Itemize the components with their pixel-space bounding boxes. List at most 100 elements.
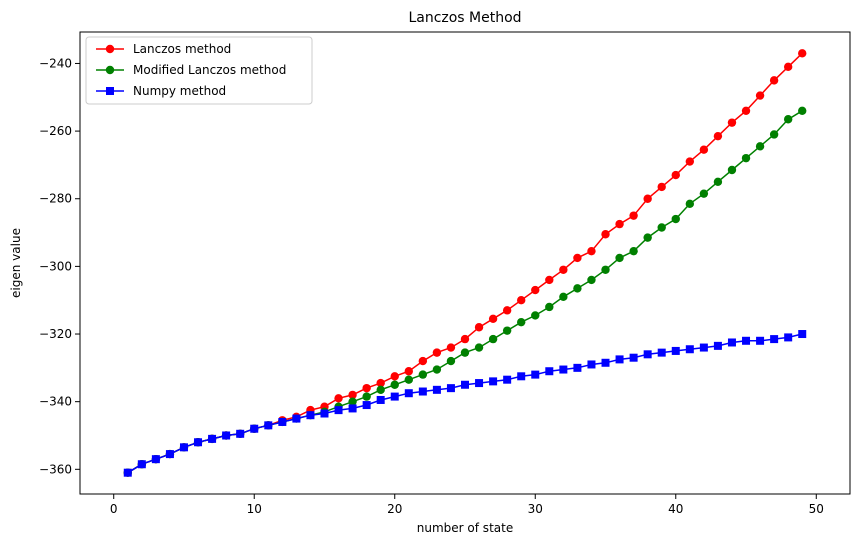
data-point bbox=[756, 336, 765, 345]
data-point bbox=[432, 385, 441, 394]
plot-area bbox=[80, 32, 850, 494]
data-point bbox=[348, 397, 357, 406]
data-point bbox=[404, 375, 413, 384]
data-point bbox=[264, 421, 273, 430]
data-point bbox=[489, 377, 498, 386]
data-point bbox=[446, 343, 456, 352]
data-point bbox=[517, 296, 526, 305]
data-point bbox=[404, 389, 413, 398]
data-point bbox=[306, 411, 315, 420]
data-point bbox=[573, 363, 582, 372]
data-point bbox=[488, 334, 498, 344]
data-point bbox=[699, 145, 709, 154]
data-point bbox=[432, 348, 442, 357]
y-tick-label: −320 bbox=[39, 327, 72, 341]
data-point bbox=[770, 335, 779, 344]
series-3 bbox=[123, 330, 807, 477]
series-layer bbox=[123, 49, 807, 477]
data-point bbox=[404, 367, 413, 376]
data-point bbox=[699, 343, 708, 352]
x-tick-label: 30 bbox=[528, 502, 543, 516]
data-point bbox=[671, 170, 680, 180]
data-point bbox=[685, 157, 695, 166]
data-point bbox=[713, 177, 723, 187]
data-point bbox=[418, 356, 428, 366]
data-point bbox=[798, 330, 807, 339]
data-point bbox=[137, 460, 146, 469]
data-point bbox=[376, 378, 385, 388]
legend-label: Numpy method bbox=[133, 84, 226, 98]
y-axis-label: eigen value bbox=[9, 228, 23, 298]
data-point bbox=[348, 390, 357, 400]
data-point bbox=[573, 284, 582, 293]
data-point bbox=[615, 219, 624, 229]
data-point bbox=[390, 372, 399, 381]
data-point bbox=[278, 417, 287, 426]
data-point bbox=[488, 314, 498, 324]
data-point bbox=[376, 395, 385, 404]
data-point bbox=[559, 292, 568, 302]
legend: Lanczos method Modified Lanczos method Num… bbox=[85, 36, 313, 105]
data-point bbox=[713, 131, 723, 141]
data-point bbox=[362, 401, 371, 410]
legend-marker bbox=[105, 65, 115, 75]
axes-layer: 0 10 20 30 40 50 −360 −340 −320 −300 −280 −260 −240 bbox=[39, 31, 851, 516]
y-tick-label: −300 bbox=[39, 259, 72, 273]
data-point bbox=[742, 336, 751, 345]
x-tick-label: 0 bbox=[110, 502, 118, 516]
data-point bbox=[446, 356, 456, 366]
data-point bbox=[798, 106, 807, 116]
data-point bbox=[741, 153, 751, 163]
data-point bbox=[460, 348, 470, 357]
data-point bbox=[755, 142, 765, 151]
data-point bbox=[769, 130, 779, 139]
data-point bbox=[587, 275, 596, 285]
data-point bbox=[390, 392, 399, 401]
data-point bbox=[418, 370, 428, 379]
data-point bbox=[376, 385, 385, 395]
data-point bbox=[460, 334, 470, 344]
data-point bbox=[362, 383, 371, 393]
data-point bbox=[348, 404, 357, 413]
data-point bbox=[657, 182, 666, 192]
data-point bbox=[194, 438, 203, 447]
data-point bbox=[783, 115, 793, 124]
data-point bbox=[643, 350, 652, 359]
data-point bbox=[474, 323, 484, 332]
x-tick-label: 40 bbox=[668, 502, 683, 516]
data-point bbox=[629, 353, 638, 362]
data-point bbox=[784, 333, 793, 342]
data-point bbox=[559, 365, 568, 374]
data-point bbox=[615, 355, 624, 364]
y-tick-label: −260 bbox=[39, 124, 72, 138]
legend-entry: Numpy method bbox=[96, 84, 226, 98]
data-point bbox=[165, 450, 174, 459]
axes-frame bbox=[79, 31, 851, 495]
data-point bbox=[671, 346, 680, 355]
x-axis-label: number of state bbox=[417, 521, 513, 535]
data-point bbox=[502, 306, 512, 315]
data-point bbox=[769, 76, 779, 85]
legend-marker bbox=[105, 44, 115, 54]
data-point bbox=[727, 165, 737, 175]
data-point bbox=[222, 431, 231, 440]
x-tick-label: 10 bbox=[247, 502, 262, 516]
data-point bbox=[123, 468, 132, 477]
data-point bbox=[179, 443, 188, 452]
data-point bbox=[517, 372, 526, 381]
data-point bbox=[334, 406, 343, 415]
data-point bbox=[474, 343, 484, 352]
data-point bbox=[713, 341, 722, 350]
data-point bbox=[699, 189, 709, 198]
data-point bbox=[432, 365, 442, 374]
x-tick-label: 20 bbox=[387, 502, 402, 516]
data-point bbox=[601, 230, 610, 239]
y-tick-label: −240 bbox=[39, 56, 72, 70]
data-point bbox=[657, 348, 666, 357]
data-point bbox=[629, 246, 638, 256]
data-point bbox=[292, 414, 301, 423]
data-point bbox=[741, 106, 751, 116]
data-point bbox=[573, 253, 582, 263]
legend-label: Modified Lanczos method bbox=[133, 63, 286, 77]
data-point bbox=[362, 392, 371, 401]
